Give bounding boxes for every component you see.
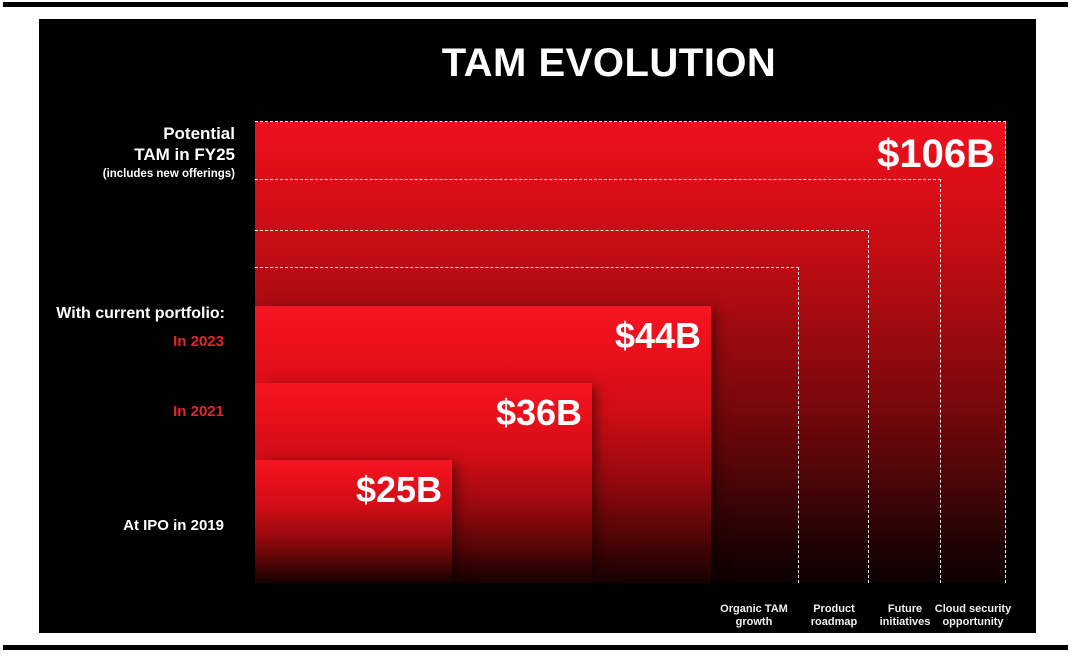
tam-evolution-slide: TAM EVOLUTION $106B $44B $36B $25B Poten…: [39, 19, 1036, 633]
step-label-line: Future: [887, 603, 923, 615]
tam-value-fy25: $106B: [877, 132, 995, 176]
step-label-product-roadmap: Product roadmap: [774, 603, 894, 629]
label-potential-line2: TAM in FY25: [134, 145, 235, 164]
label-potential-line1: Potential: [163, 124, 235, 143]
step-label-organic-tam-growth: Organic TAM growth: [694, 603, 814, 629]
step-label-line: Cloud security: [934, 603, 1012, 615]
label-in-2023: In 2023: [173, 333, 224, 350]
bottom-divider: [3, 645, 1068, 650]
tam-value-2019: $25B: [355, 469, 442, 510]
dashed-box-organic-tam-growth: [255, 267, 799, 583]
tam-value-2023: $44B: [614, 315, 701, 356]
label-in-2021: In 2021: [173, 403, 224, 420]
step-label-cloud-security-opportunity: Cloud security opportunity: [913, 603, 1033, 629]
label-potential-tam-fy25: Potential TAM in FY25 (includes new offe…: [39, 123, 235, 181]
tam-bar-2019: $25B: [255, 460, 452, 583]
label-current-portfolio: With current portfolio:: [56, 305, 225, 322]
step-label-line: growth: [735, 616, 773, 628]
slide-title: TAM EVOLUTION: [441, 41, 777, 85]
dashed-box-product-roadmap: [255, 230, 869, 583]
top-divider: [3, 2, 1068, 7]
label-at-ipo-2019: At IPO in 2019: [123, 517, 224, 534]
step-label-line: Organic TAM: [720, 603, 788, 615]
step-label-line: initiatives: [879, 616, 931, 628]
dashed-box-future-initiatives: [255, 179, 941, 583]
step-label-line: opportunity: [942, 616, 1004, 628]
label-potential-line3: (includes new offerings): [102, 168, 235, 180]
step-label-future-initiatives: Future initiatives: [845, 603, 965, 629]
step-label-line: roadmap: [810, 616, 858, 628]
tam-value-2021: $36B: [495, 392, 582, 433]
step-label-line: Product: [813, 603, 855, 615]
